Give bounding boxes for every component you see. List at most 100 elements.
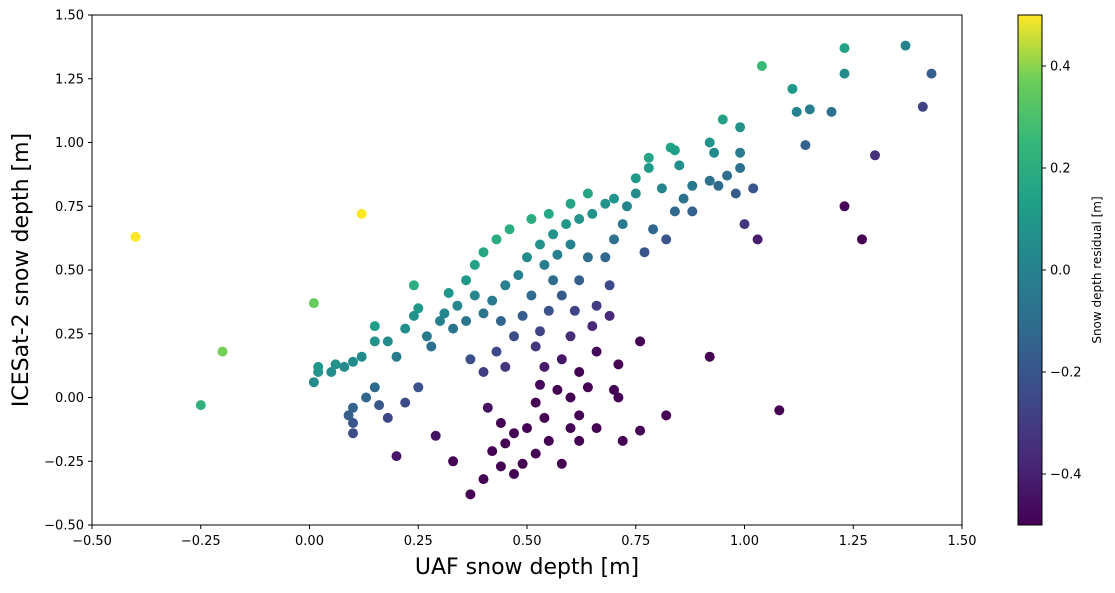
data-point xyxy=(526,290,537,301)
data-point xyxy=(535,379,545,390)
data-point xyxy=(543,435,554,446)
data-point xyxy=(543,208,554,219)
data-point xyxy=(709,147,720,158)
data-point xyxy=(748,183,759,194)
data-point xyxy=(495,461,506,472)
data-point xyxy=(635,425,646,436)
data-point xyxy=(591,300,602,311)
data-point xyxy=(556,458,567,469)
data-point xyxy=(400,397,411,408)
data-point xyxy=(735,147,746,158)
data-point xyxy=(839,201,850,212)
data-point xyxy=(543,305,554,316)
data-point xyxy=(361,392,372,403)
data-point xyxy=(509,469,519,479)
data-point xyxy=(408,310,419,321)
data-point xyxy=(870,150,880,161)
data-point xyxy=(530,341,541,352)
data-point xyxy=(330,359,341,370)
data-point xyxy=(348,428,358,439)
data-point xyxy=(574,214,585,224)
data-point xyxy=(722,170,733,181)
x-tick-label: 0.25 xyxy=(404,534,433,549)
data-point xyxy=(130,231,141,242)
data-point xyxy=(548,229,559,240)
data-point xyxy=(552,384,563,395)
x-tick-label: 0.50 xyxy=(513,534,542,549)
y-axis-ticks: −0.50 −0.25 0.00 0.25 0.50 0.75 1.00 1.25 1.50 xyxy=(44,9,92,534)
data-point xyxy=(465,489,476,500)
data-point xyxy=(478,474,489,485)
data-point xyxy=(669,206,680,217)
colorbar-label: Snow depth residual [m] xyxy=(1090,196,1104,343)
data-point xyxy=(609,234,619,245)
x-tick-label: 1.50 xyxy=(948,534,977,549)
x-tick-label: −0.50 xyxy=(72,534,112,549)
data-point xyxy=(382,412,393,423)
data-point xyxy=(787,83,798,94)
data-point xyxy=(900,40,911,51)
data-point xyxy=(530,397,541,408)
data-point xyxy=(800,140,811,151)
x-tick-label: −0.25 xyxy=(181,534,221,549)
data-point xyxy=(857,234,867,245)
data-point xyxy=(582,188,593,199)
data-point xyxy=(408,280,419,291)
colorbar-tick-label: 0.2 xyxy=(1050,162,1071,177)
data-point xyxy=(635,336,646,347)
data-point xyxy=(656,183,667,194)
data-point xyxy=(604,310,615,321)
data-point xyxy=(674,160,685,171)
data-point xyxy=(630,173,641,184)
colorbar-tick-label: −0.2 xyxy=(1050,366,1082,381)
data-point xyxy=(574,435,585,446)
data-point xyxy=(609,193,619,204)
colorbar: −0.4 −0.2 0.0 0.2 0.4 Snow depth residual [m… xyxy=(1017,14,1104,526)
data-point xyxy=(391,351,402,362)
data-points xyxy=(130,40,937,500)
data-point xyxy=(591,423,602,434)
data-point xyxy=(574,410,585,421)
y-tick-label: −0.25 xyxy=(44,455,84,470)
data-point xyxy=(565,198,576,209)
data-point xyxy=(687,180,698,191)
y-tick-label: −0.50 xyxy=(44,519,84,534)
data-point xyxy=(308,298,319,309)
data-point xyxy=(217,346,228,357)
x-tick-label: 0.75 xyxy=(621,534,650,549)
data-point xyxy=(495,418,506,428)
data-point xyxy=(630,188,641,199)
data-point xyxy=(565,331,576,342)
y-axis-label: ICESat-2 snow depth [m] xyxy=(9,133,34,407)
data-point xyxy=(539,259,550,270)
data-point xyxy=(643,163,654,173)
data-point xyxy=(413,382,424,393)
data-point xyxy=(465,354,476,365)
data-point xyxy=(326,367,337,377)
data-point xyxy=(491,346,502,357)
data-point xyxy=(369,321,380,332)
data-point xyxy=(500,280,511,291)
data-point xyxy=(565,423,576,434)
data-point xyxy=(661,410,672,421)
data-point xyxy=(343,410,354,421)
data-point xyxy=(526,214,537,224)
y-tick-label: 1.25 xyxy=(55,72,84,87)
data-point xyxy=(517,310,528,321)
data-point xyxy=(522,423,532,434)
data-point xyxy=(461,316,472,326)
data-point xyxy=(804,104,815,115)
data-point xyxy=(613,392,624,403)
data-point xyxy=(917,101,928,112)
data-point xyxy=(582,252,593,263)
data-point xyxy=(639,247,650,258)
data-point xyxy=(535,326,545,337)
data-point xyxy=(687,206,698,217)
data-point xyxy=(735,163,746,173)
data-point xyxy=(561,219,572,230)
data-point xyxy=(348,402,358,413)
data-point xyxy=(374,400,385,411)
data-point xyxy=(313,361,324,372)
data-point xyxy=(469,290,480,301)
colorbar-ticks: −0.4 −0.2 0.0 0.2 0.4 xyxy=(1042,60,1082,483)
